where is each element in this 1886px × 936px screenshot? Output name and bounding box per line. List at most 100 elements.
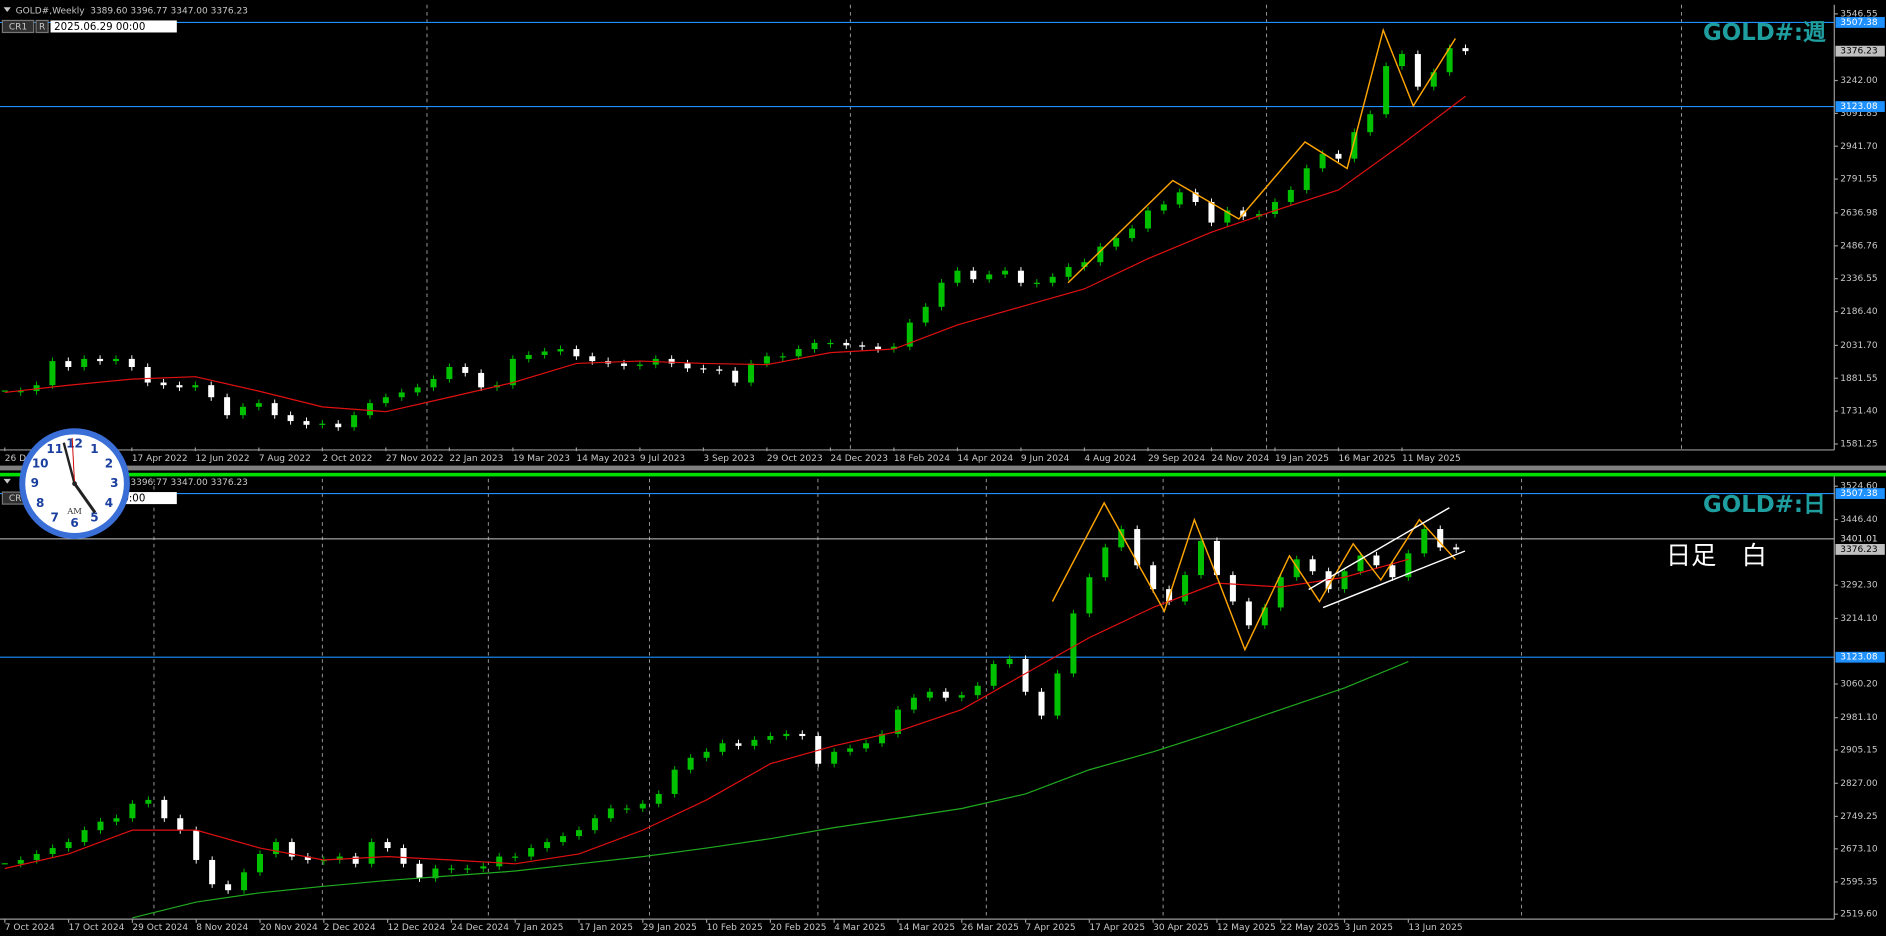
candle xyxy=(1054,673,1061,716)
x-tick-label: 12 Jun 2022 xyxy=(195,454,249,464)
level-label: 3507.38 xyxy=(1840,18,1878,28)
candle xyxy=(732,370,739,383)
clock-numeral: 5 xyxy=(90,511,98,525)
button-label[interactable]: CR1 xyxy=(9,494,27,504)
candle xyxy=(1038,691,1045,716)
x-tick-label: 3 Sep 2023 xyxy=(703,454,755,464)
x-tick-label: 13 Jun 2025 xyxy=(1408,923,1462,933)
candle xyxy=(382,397,389,404)
candle xyxy=(575,830,582,837)
candle xyxy=(400,848,407,864)
candle xyxy=(255,403,262,407)
candle xyxy=(177,818,184,831)
candle xyxy=(430,379,437,388)
clock-label: AM xyxy=(66,506,82,516)
candle xyxy=(161,799,168,819)
candle xyxy=(1224,210,1231,223)
y-tick-label: 3214.10 xyxy=(1840,614,1878,624)
clock-numeral: 2 xyxy=(105,456,113,470)
candle xyxy=(176,385,183,388)
y-tick-label: 2486.76 xyxy=(1840,241,1878,251)
candle xyxy=(1097,246,1104,263)
candle xyxy=(767,736,774,740)
candle xyxy=(193,830,200,860)
x-tick-label: 3 Jun 2025 xyxy=(1345,923,1393,933)
candle xyxy=(239,406,246,416)
button[interactable] xyxy=(1,19,35,34)
candle xyxy=(49,361,56,386)
candle xyxy=(97,821,104,831)
candle xyxy=(1437,529,1444,548)
candle xyxy=(557,349,564,352)
time-box xyxy=(50,20,177,33)
candle xyxy=(990,664,997,686)
button-label[interactable]: CR1 xyxy=(9,23,27,33)
candle xyxy=(1144,210,1151,229)
button-label[interactable]: R xyxy=(39,23,45,33)
candle xyxy=(209,859,216,885)
candle xyxy=(384,842,391,849)
candle xyxy=(432,868,439,879)
candle xyxy=(208,385,215,398)
candle xyxy=(225,884,232,891)
x-tick-label: 20 Feb 2025 xyxy=(770,923,826,933)
candle xyxy=(1245,601,1252,626)
moving-average xyxy=(4,95,1466,413)
x-tick-label: 17 Apr 2022 xyxy=(132,454,188,464)
candle xyxy=(1049,276,1056,283)
clock-pin xyxy=(72,481,77,487)
candle xyxy=(811,342,818,350)
candle xyxy=(831,751,838,764)
candle xyxy=(1213,541,1220,576)
note: 日足 白 xyxy=(1666,541,1767,570)
x-tick-label: 2 Dec 2024 xyxy=(324,923,376,933)
candle xyxy=(478,372,485,388)
candle xyxy=(799,733,806,737)
y-tick-label: 3546.55 xyxy=(1840,9,1877,19)
clock-numeral: 11 xyxy=(46,442,63,456)
candle xyxy=(779,356,786,358)
candle xyxy=(446,367,453,380)
clock-numeral: 10 xyxy=(32,456,49,470)
button[interactable] xyxy=(35,19,49,34)
candle xyxy=(528,848,535,857)
candle xyxy=(1118,529,1125,548)
y-tick-label: 2981.10 xyxy=(1840,713,1878,723)
candle xyxy=(1134,529,1141,566)
candle xyxy=(81,358,88,368)
y-tick-label: 1881.55 xyxy=(1840,374,1877,384)
hour-hand xyxy=(73,482,97,514)
candle xyxy=(192,385,199,388)
y-tick-label: 2186.40 xyxy=(1840,307,1878,317)
candle xyxy=(224,397,231,416)
candle xyxy=(398,392,405,398)
candle xyxy=(496,856,503,867)
current-price-box xyxy=(1835,544,1885,555)
candle xyxy=(1389,565,1396,578)
x-tick-label: 24 Dec 2024 xyxy=(451,923,509,933)
level-label: 3401.01 xyxy=(1840,534,1877,544)
level-box xyxy=(1835,488,1885,499)
menu-arrow[interactable] xyxy=(3,478,11,484)
y-tick-label: 3446.40 xyxy=(1840,515,1878,525)
y-tick-label: 2031.70 xyxy=(1840,341,1878,351)
clock-numeral: 3 xyxy=(110,476,118,490)
candle xyxy=(1102,547,1109,578)
menu-arrow[interactable] xyxy=(3,7,11,13)
candle xyxy=(1208,201,1215,223)
candle xyxy=(1373,555,1380,566)
clock-numeral: 1 xyxy=(90,442,98,456)
x-tick-label: 14 May 2023 xyxy=(576,454,635,464)
candle xyxy=(509,358,516,386)
candle xyxy=(1453,547,1460,550)
candle xyxy=(1351,132,1358,159)
candle xyxy=(1277,577,1284,608)
candle xyxy=(65,842,72,849)
clock-numeral: 9 xyxy=(31,476,39,490)
level-box xyxy=(1835,651,1885,663)
candle xyxy=(464,868,471,870)
x-tick-label: 30 Apr 2025 xyxy=(1153,923,1209,933)
candle xyxy=(256,854,264,873)
